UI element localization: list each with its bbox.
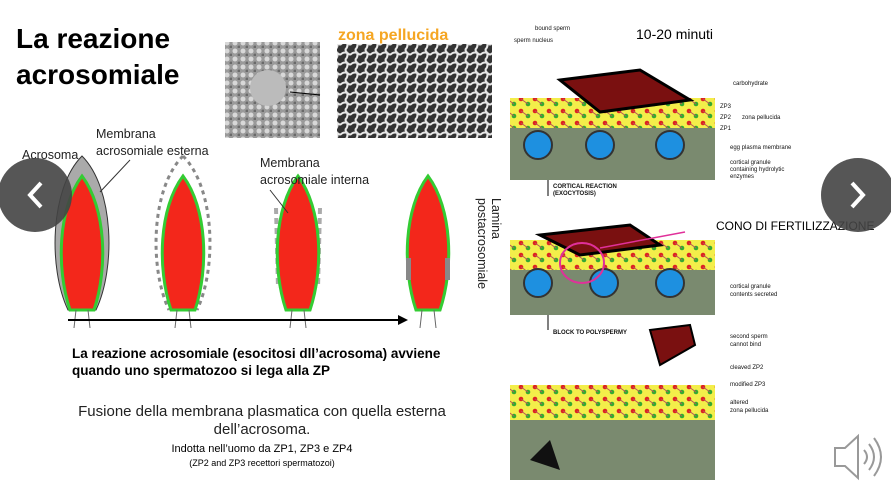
diagram-label: containing hydrolytic	[730, 167, 784, 173]
title: La reazione	[16, 23, 170, 54]
time-label: 10-20 minuti	[636, 26, 713, 42]
diagram-label: CORTICAL REACTION	[553, 184, 617, 190]
diagram-label: cannot bind	[730, 342, 761, 348]
bold-text: quando uno spermatozoo si lega alla ZP	[72, 363, 330, 378]
diagram-label: (EXOCYTOSIS)	[553, 191, 596, 197]
label: Membrana	[96, 127, 156, 141]
recettori-text: (ZP2 and ZP3 recettori spermatozoi)	[189, 458, 335, 468]
fusione-text: dell’acrosoma.	[214, 421, 311, 438]
diagram-label: bound sperm	[535, 26, 570, 32]
sperm-sequence	[54, 154, 451, 329]
diagram-label: contents secreted	[730, 292, 777, 298]
label: postacrosomiale	[475, 198, 489, 289]
bold-text: La reazione acrosomiale (esocitosi dll’a…	[72, 346, 441, 361]
diagram-label: egg plasma membrane	[730, 145, 792, 151]
title: acrosomiale	[16, 59, 179, 90]
fertilization-diagram	[510, 68, 715, 480]
fusione-text: Fusione della membrana plasmatica con qu…	[78, 403, 446, 420]
diagram-label: ZP1	[720, 126, 732, 132]
label: Membrana	[260, 156, 320, 170]
diagram-label: cortical granule	[730, 284, 771, 290]
diagram-label: sperm nucleus	[514, 38, 553, 44]
diagram-label: cleaved ZP2	[730, 365, 764, 371]
diagram-label: altered	[730, 400, 748, 406]
label: acrosomiale esterna	[96, 144, 209, 158]
label: acrosomiale interna	[260, 173, 369, 187]
micrograph-egg	[250, 70, 286, 106]
diagram-label: modified ZP3	[730, 382, 766, 388]
zona-label: zona pellucida	[338, 27, 448, 44]
diagram-label: enzymes	[730, 174, 754, 180]
micrograph-zona	[337, 44, 492, 138]
diagram-label: ZP2	[720, 115, 732, 121]
diagram-label: zona pellucida	[730, 408, 769, 414]
label: Lamina	[489, 198, 503, 239]
diagram-label: ZP3	[720, 104, 732, 110]
arrow	[289, 91, 321, 96]
diagram-label: carbohydrate	[733, 81, 769, 87]
indotta-text: Indotta nell’uomo da ZP1, ZP3 e ZP4	[172, 443, 353, 455]
diagram-label: second sperm	[730, 334, 768, 340]
next-button[interactable]	[821, 158, 891, 232]
diagram-label: zona pellucida	[742, 115, 781, 121]
diagram-label: BLOCK TO POLYSPERMY	[553, 330, 627, 336]
audio-icon[interactable]	[834, 433, 882, 481]
diagram-label: cortical granule	[730, 160, 771, 166]
prev-button[interactable]	[0, 158, 72, 232]
